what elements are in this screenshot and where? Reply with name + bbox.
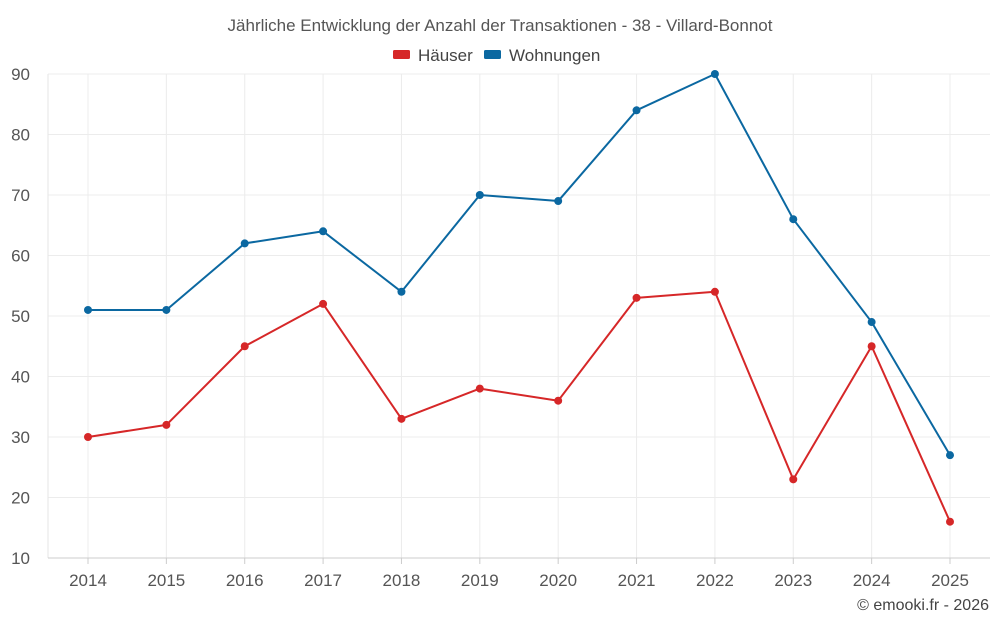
series-layer	[84, 70, 954, 526]
y-tick-label: 90	[11, 65, 30, 84]
data-point[interactable]	[319, 227, 328, 236]
legend-swatch-haeuser	[393, 50, 410, 59]
x-axis: 2014 2015 2016 2017 2018 2019 2020 2021 2022 2023…	[48, 557, 990, 590]
y-tick-label: 70	[11, 186, 30, 205]
legend-label-wohnungen: Wohnungen	[509, 46, 600, 65]
x-tick-label: 2020	[539, 571, 577, 590]
data-point[interactable]	[397, 414, 406, 423]
data-point[interactable]	[84, 305, 92, 314]
data-point[interactable]	[554, 197, 563, 206]
data-point[interactable]	[162, 420, 171, 429]
data-point[interactable]	[867, 318, 876, 327]
data-point[interactable]	[84, 433, 92, 441]
chart-legend: Häuser Wohnungen	[393, 46, 600, 65]
x-tick-label: 2014	[69, 571, 107, 590]
data-point[interactable]	[475, 191, 484, 199]
data-point[interactable]	[162, 305, 171, 314]
y-tick-label: 10	[11, 549, 30, 568]
series-haeuser	[84, 287, 954, 526]
data-point[interactable]	[240, 342, 249, 351]
x-tick-label: 2018	[383, 571, 421, 590]
gridlines	[48, 73, 990, 558]
y-tick-label: 20	[11, 489, 30, 508]
data-point[interactable]	[946, 451, 954, 460]
x-tick-label: 2016	[226, 571, 264, 590]
legend-swatch-wohnungen	[484, 50, 501, 59]
data-point[interactable]	[632, 293, 641, 302]
x-tick-label: 2024	[853, 571, 891, 590]
chart-title: Jährliche Entwicklung der Anzahl der Tra…	[228, 16, 773, 35]
data-point[interactable]	[240, 239, 249, 248]
x-tick-label: 2017	[304, 571, 342, 590]
y-tick-label: 50	[11, 307, 30, 326]
data-point[interactable]	[867, 342, 876, 351]
data-point[interactable]	[632, 106, 641, 115]
x-tick-label: 2022	[696, 571, 734, 590]
data-point[interactable]	[397, 287, 406, 296]
credit-text: © emooki.fr - 2026	[857, 597, 989, 614]
data-point[interactable]	[319, 299, 328, 308]
series-line	[87, 290, 951, 523]
x-tick-label: 2021	[618, 571, 656, 590]
y-tick-label: 60	[11, 247, 30, 266]
y-tick-label: 30	[11, 428, 30, 447]
y-tick-label: 40	[11, 368, 30, 387]
data-point[interactable]	[789, 475, 798, 484]
x-tick-label: 2025	[931, 571, 969, 590]
legend-label-haeuser: Häuser	[418, 46, 473, 65]
data-point[interactable]	[710, 287, 719, 296]
y-axis: 10 20 30 40 50 60 70 80 90	[11, 65, 49, 568]
series-wohnungen	[84, 70, 954, 460]
data-point[interactable]	[789, 215, 798, 224]
data-point[interactable]	[475, 384, 484, 393]
data-point[interactable]	[946, 517, 954, 526]
data-point[interactable]	[710, 70, 719, 78]
series-line	[88, 73, 951, 456]
data-point[interactable]	[554, 396, 563, 405]
x-tick-label: 2019	[461, 571, 499, 590]
x-tick-label: 2023	[774, 571, 812, 590]
x-tick-label: 2015	[147, 571, 185, 590]
y-tick-label: 80	[11, 126, 30, 145]
